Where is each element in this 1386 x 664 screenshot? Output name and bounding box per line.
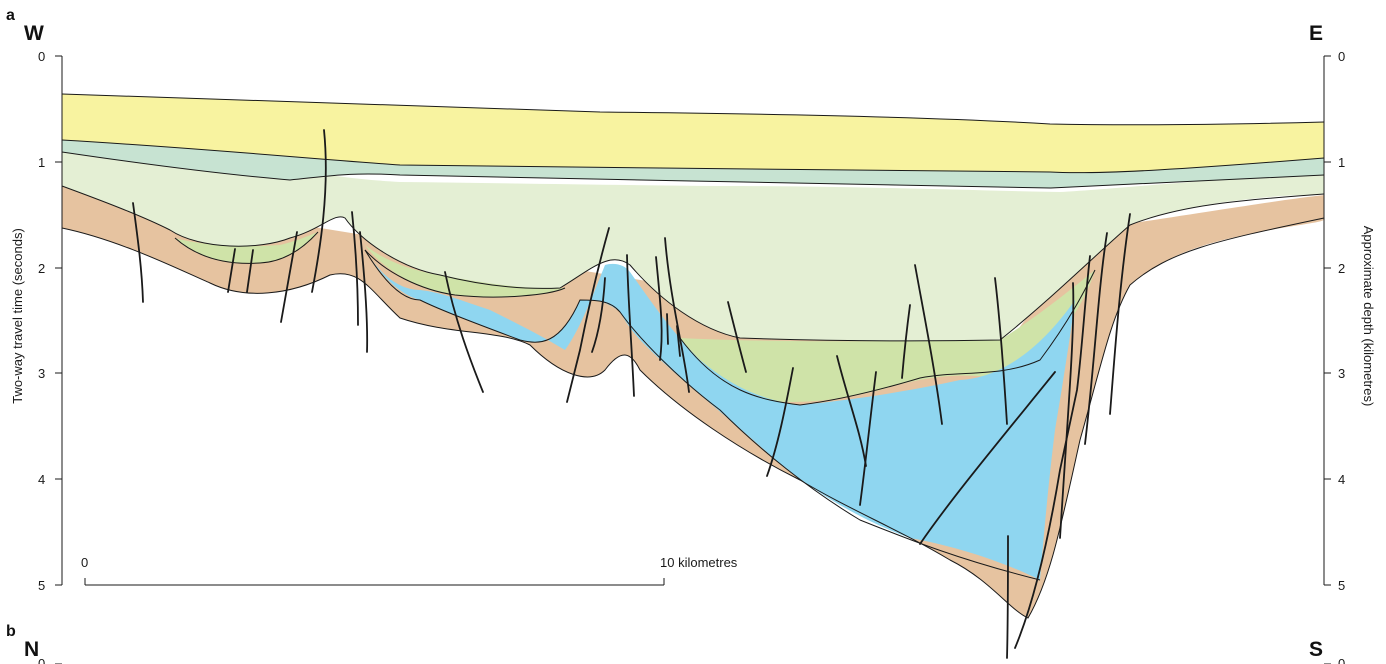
scale-bar bbox=[84, 578, 665, 586]
fault bbox=[132, 202, 144, 303]
left-tick-label: 1 bbox=[38, 155, 45, 170]
fault bbox=[676, 325, 681, 357]
left-axis-title: Two-way travel time (seconds) bbox=[10, 228, 25, 404]
scale-bar-end-label: 10 kilometres bbox=[660, 555, 738, 570]
right-tick-label: 1 bbox=[1338, 155, 1345, 170]
fault bbox=[351, 211, 359, 326]
left-tick-label: 5 bbox=[38, 578, 45, 593]
fault bbox=[666, 313, 669, 345]
fault bbox=[444, 271, 484, 393]
fault bbox=[664, 237, 690, 393]
green-wedge-mid bbox=[365, 245, 565, 298]
fault bbox=[1014, 255, 1091, 649]
right-axis-title: Approximate depth (kilometres) bbox=[1361, 226, 1376, 407]
fault bbox=[626, 254, 635, 397]
right-tick-label: 5 bbox=[1338, 578, 1345, 593]
horizon-basement-base bbox=[61, 217, 1325, 619]
horizon-yellow-base bbox=[61, 139, 1325, 174]
left-tick-label: 4 bbox=[38, 472, 45, 487]
left-tick-label: 3 bbox=[38, 366, 45, 381]
fault bbox=[1109, 213, 1131, 415]
fault bbox=[1059, 282, 1075, 539]
left-axis bbox=[55, 55, 63, 586]
fault bbox=[914, 264, 943, 425]
right-tick-label: 3 bbox=[1338, 366, 1345, 381]
top-layer bbox=[62, 94, 1324, 173]
direction-north: N bbox=[24, 638, 39, 661]
horizon-blue-base bbox=[364, 249, 1041, 581]
fault bbox=[919, 371, 1056, 545]
faults bbox=[132, 129, 1131, 659]
horizon-teal-base bbox=[61, 151, 1325, 189]
fault bbox=[311, 129, 327, 293]
right-axis bbox=[1323, 55, 1331, 586]
fault bbox=[901, 304, 911, 379]
horizon-top bbox=[61, 93, 1325, 126]
left-tick-label: 0 bbox=[38, 49, 45, 64]
fault bbox=[859, 371, 877, 506]
left-tick-label: 2 bbox=[38, 261, 45, 276]
fault bbox=[655, 256, 663, 361]
fault bbox=[1006, 535, 1009, 659]
fault bbox=[727, 301, 747, 373]
fault bbox=[566, 227, 610, 403]
direction-south: S bbox=[1309, 638, 1323, 661]
direction-east: E bbox=[1309, 22, 1323, 45]
horizon-green-base bbox=[174, 231, 1096, 406]
green-wedge-east bbox=[680, 270, 1095, 402]
fault bbox=[280, 231, 298, 323]
lower-right-tick-label: 0 bbox=[1338, 656, 1345, 664]
blue-unit bbox=[365, 250, 1075, 580]
panel-label-b: b bbox=[6, 623, 16, 640]
scale-bar-start-label: 0 bbox=[81, 555, 88, 570]
horizon-lines bbox=[61, 93, 1325, 619]
green-wedge-west bbox=[175, 232, 318, 264]
teal-band bbox=[62, 140, 1324, 188]
fault bbox=[246, 249, 254, 293]
fault bbox=[359, 231, 369, 353]
horizon-pale-green-base bbox=[61, 185, 1325, 342]
fault bbox=[766, 367, 794, 477]
fault bbox=[591, 277, 606, 353]
panel-label-a: a bbox=[6, 7, 15, 24]
fault bbox=[836, 355, 867, 467]
right-tick-label: 2 bbox=[1338, 261, 1345, 276]
fault bbox=[994, 277, 1008, 425]
pale-green-unit bbox=[62, 152, 1324, 341]
lower-left-tick-label: 0 bbox=[38, 656, 45, 664]
fault bbox=[227, 248, 236, 293]
right-tick-label: 0 bbox=[1338, 49, 1345, 64]
fault bbox=[1084, 232, 1108, 445]
direction-west: W bbox=[24, 22, 44, 45]
right-tick-label: 4 bbox=[1338, 472, 1345, 487]
